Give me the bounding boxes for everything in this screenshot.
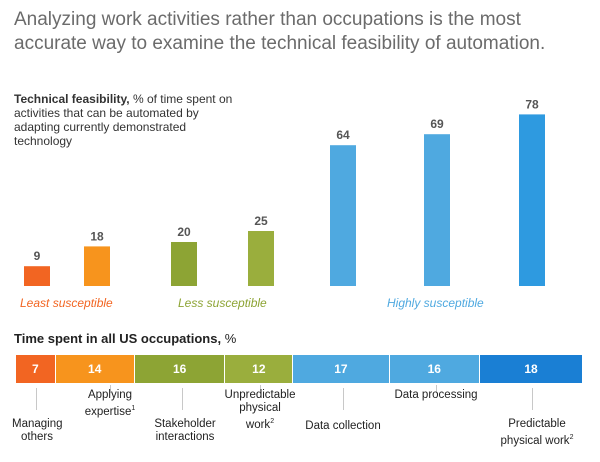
leader-managing [36,388,37,410]
leader-stakeholder [182,388,183,410]
leader-unpredictable [260,385,261,393]
bar-applying-expertise [84,246,110,286]
segment-unpredictable-physical-work: 12 [225,355,294,383]
time-spent-unit: % [224,331,237,346]
leader-collection [343,388,344,410]
segment-data-processing: 16 [389,355,481,383]
data-label-managing-others: 9 [34,249,41,263]
chart-subtitle-text: % of time spent on activities that can b… [14,92,233,148]
label-stakeholder-interactions: Stakeholder interactions [154,418,216,443]
time-spent-title: Time spent in all US occupations, % [14,331,236,346]
data-label-predictable-physical-work: 78 [525,97,539,111]
label-unpredictable-physical-work: Unpredictable physical work2 [224,389,296,431]
bar-data-processing [424,134,450,286]
bar-managing-others [24,266,50,286]
segment-applying-expertise: 14 [55,355,135,383]
data-label-data-collection: 64 [336,128,350,142]
segment-predictable-physical-work: 18 [480,355,582,383]
data-label-stakeholder-interactions: 20 [177,225,191,239]
group-label-least: Least susceptible [20,296,113,310]
leader-predictable [532,388,533,410]
chart-subtitle: Technical feasibility, % of time spent o… [14,92,244,148]
group-label-less: Less susceptible [178,296,267,310]
label-data-collection: Data collection [305,420,381,432]
label-data-processing: Data processing [394,389,478,401]
label-applying-expertise: Applying expertise1 [84,389,136,418]
bar-stakeholder-interactions [171,242,197,286]
time-spent-strip: 7 14 16 12 17 16 18 [16,355,582,383]
group-label-highly: Highly susceptible [387,296,484,310]
bar-unpredictable-physical-work [248,231,274,286]
leader-processing [436,385,437,393]
segment-managing-others: 7 [16,355,56,383]
bar-predictable-physical-work [519,114,545,287]
page-title: Analyzing work activities rather than oc… [14,9,546,54]
leader-applying [110,385,111,393]
time-spent-title-text: Time spent in all US occupations, [14,331,222,346]
segment-data-collection: 17 [293,355,390,383]
data-label-applying-expertise: 18 [90,229,104,243]
label-predictable-physical-work: Predictable physical work2 [500,418,574,447]
data-label-data-processing: 69 [430,117,444,131]
segment-stakeholder-interactions: 16 [134,355,226,383]
chart-title: Technical feasibility, [14,92,130,106]
bar-chart: 9 18 20 25 64 69 78 [24,97,545,287]
data-label-unpredictable-physical-work: 25 [254,214,268,228]
label-managing-others: Managing others [12,418,63,443]
bar-data-collection [330,145,356,286]
